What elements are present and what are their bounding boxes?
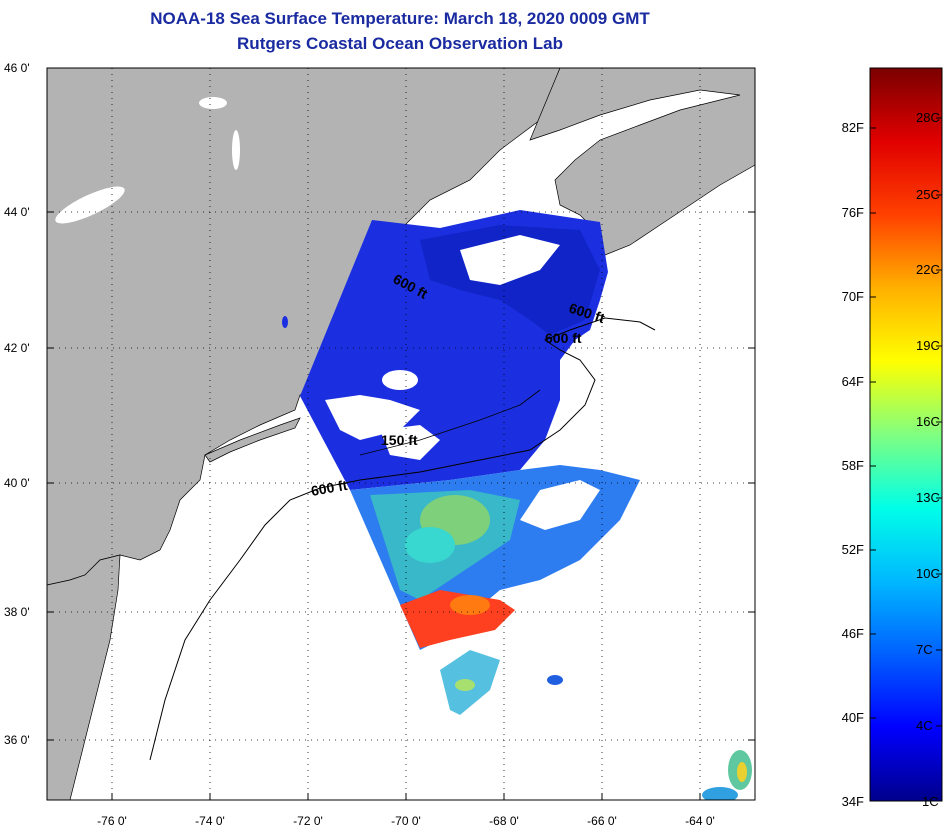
lon-label: -64 0' bbox=[685, 814, 715, 828]
lat-label: 40 0' bbox=[4, 476, 30, 490]
colorbar-c-label: 13C bbox=[916, 490, 940, 505]
lon-label: -76 0' bbox=[97, 814, 127, 828]
lat-label: 38 0' bbox=[4, 605, 30, 619]
lat-label: 42 0' bbox=[4, 341, 30, 355]
contour-label: 600 ft bbox=[310, 477, 349, 499]
frame-ticks bbox=[47, 211, 755, 800]
land-long-island bbox=[204, 417, 301, 463]
contour-line bbox=[359, 389, 541, 456]
lon-label: -74 0' bbox=[195, 814, 225, 828]
colorbar-f-label: 34F bbox=[842, 794, 864, 809]
contour-line bbox=[149, 317, 656, 761]
colorbar-f-label: 70F bbox=[842, 289, 864, 304]
contour-label: 600 ft bbox=[545, 330, 582, 346]
lon-label: -66 0' bbox=[587, 814, 617, 828]
lat-label: 36 0' bbox=[4, 733, 30, 747]
colorbar-c-label: 22C bbox=[916, 262, 940, 277]
graticule bbox=[47, 67, 755, 800]
colorbar-f-label: 76F bbox=[842, 205, 864, 220]
colorbar-ticks bbox=[870, 117, 942, 727]
colorbar-c-label: 1C bbox=[922, 794, 939, 809]
colorbar-f-label: 58F bbox=[842, 458, 864, 473]
map-subtitle: Rutgers Coastal Ocean Observation Lab bbox=[237, 34, 563, 53]
colorbar-c-label: 7C bbox=[916, 642, 933, 657]
lat-label: 44 0' bbox=[4, 205, 30, 219]
map-title: NOAA-18 Sea Surface Temperature: March 1… bbox=[150, 9, 650, 28]
colorbar bbox=[869, 67, 943, 802]
lat-label: 46 0' bbox=[4, 61, 30, 75]
lake bbox=[199, 97, 227, 109]
colorbar-c-label: 10C bbox=[916, 566, 940, 581]
colorbar-f-label: 40F bbox=[842, 710, 864, 725]
sst-swath bbox=[282, 210, 752, 800]
colorbar-f-label: 46F bbox=[842, 626, 864, 641]
lon-label: -72 0' bbox=[293, 814, 323, 828]
lon-label: -68 0' bbox=[489, 814, 519, 828]
colorbar-f-label: 64F bbox=[842, 374, 864, 389]
land-nova-scotia bbox=[529, 68, 755, 256]
colorbar-c-label: 16C bbox=[916, 414, 940, 429]
lake bbox=[232, 130, 240, 170]
lake bbox=[55, 186, 125, 224]
colorbar-c-label: 25C bbox=[916, 187, 940, 202]
colorbar-f-label: 82F bbox=[842, 120, 864, 135]
lon-label: -70 0' bbox=[391, 814, 421, 828]
colorbar-c-label: 28C bbox=[916, 110, 940, 125]
colorbar-c-label: 4C bbox=[916, 718, 933, 733]
colorbar-c-label: 19C bbox=[916, 338, 940, 353]
contour-label: 150 ft bbox=[381, 432, 418, 448]
land-delmarva-virginia bbox=[47, 554, 121, 800]
map-frame-border bbox=[46, 67, 756, 801]
colorbar-f-label: 52F bbox=[842, 542, 864, 557]
